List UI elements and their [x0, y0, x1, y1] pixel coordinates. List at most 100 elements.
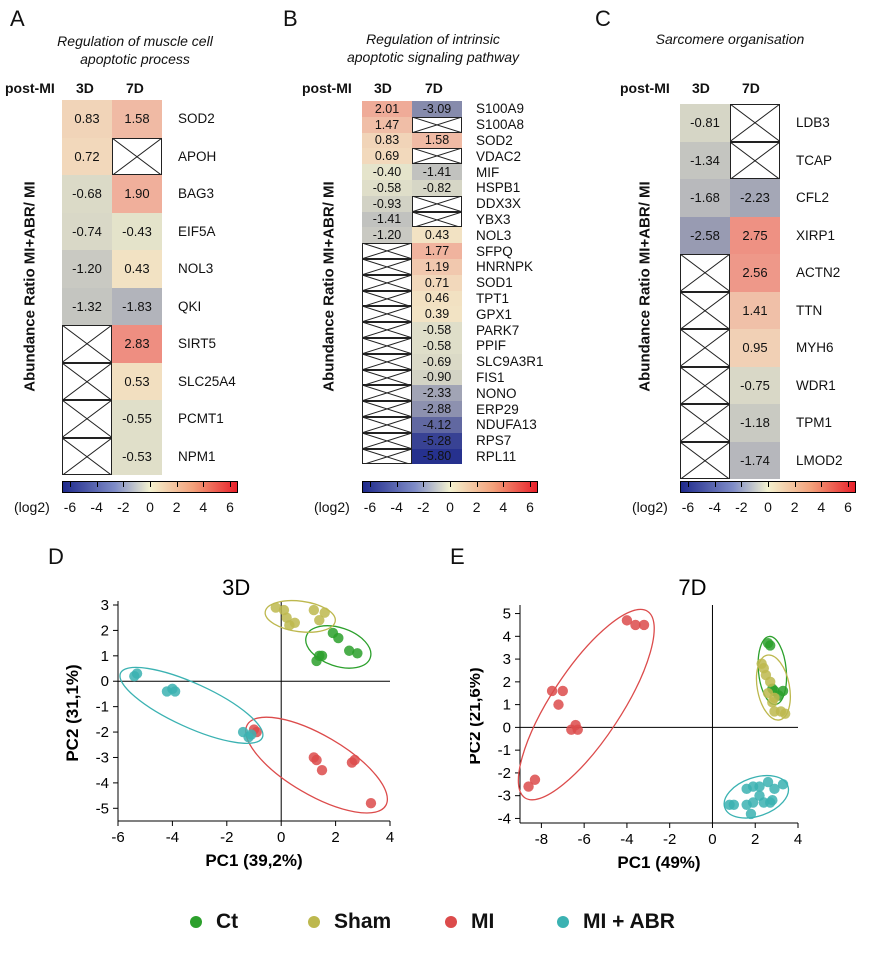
- empty-cell: [680, 254, 730, 292]
- gene-label: SOD2: [178, 111, 215, 127]
- colorbar-unit: (log2): [632, 499, 668, 515]
- colorbar-tick-label: -4: [390, 499, 403, 515]
- empty-cell: [362, 369, 412, 386]
- cross-mark: [362, 259, 412, 275]
- panel-letter-b: B: [283, 6, 298, 31]
- colorbar-tick: [370, 481, 371, 487]
- cross-mark: [412, 211, 462, 228]
- legend-label: MI + ABR: [583, 910, 675, 933]
- gene-label: S100A9: [476, 101, 525, 117]
- gene-label: DDX3X: [476, 196, 522, 212]
- gene-label: EIF5A: [178, 223, 216, 239]
- heatmap-cell: 0.72: [62, 137, 112, 175]
- colorbar-tick: [741, 481, 743, 487]
- heatmap-cell: -1.41: [412, 164, 462, 180]
- y-tick-label: 2: [101, 622, 109, 639]
- legend-marker: [445, 916, 457, 928]
- group-ellipse: [517, 608, 655, 801]
- empty-cell: [362, 353, 412, 370]
- colorbar-tick: [230, 481, 231, 487]
- empty-cell: [412, 116, 462, 133]
- heatmap-cell: 1.58: [112, 100, 162, 138]
- colorbar-tick-label: -6: [681, 499, 695, 515]
- cross-mark: [730, 141, 780, 179]
- panel-b-ylabel: Abundance Ratio MI+ABR/ MI: [320, 181, 338, 392]
- cross-mark: [362, 369, 412, 386]
- data-point: [346, 757, 358, 768]
- gene-label: WDR1: [796, 377, 836, 393]
- empty-cell: [62, 437, 112, 475]
- heatmap-cell: 0.95: [730, 329, 780, 367]
- colorbar-tick-label: 4: [199, 499, 208, 515]
- cross-mark: [680, 366, 730, 404]
- colorbar-tick: [150, 481, 151, 487]
- data-point: [762, 776, 774, 788]
- colorbar-tick-label: -2: [117, 499, 130, 515]
- x-tick-label: -8: [535, 831, 548, 848]
- data-point: [765, 640, 776, 651]
- panel-c-ylabel: Abundance Ratio MI+ABR/ MI: [636, 181, 654, 392]
- heatmap-cell: -1.83: [112, 287, 162, 325]
- colorbar-tick: [821, 481, 823, 487]
- data-point: [311, 754, 322, 766]
- heatmap-cell: 0.39: [412, 306, 462, 323]
- y-tick-label: -5: [96, 800, 109, 817]
- data-point: [131, 668, 143, 679]
- gene-label: VDAC2: [476, 148, 522, 164]
- empty-cell: [730, 141, 780, 179]
- y-tick-label: -3: [498, 788, 511, 805]
- gene-label: FIS1: [476, 369, 505, 385]
- gene-label: GPX1: [476, 306, 513, 322]
- heatmap-cell: -0.82: [412, 180, 462, 196]
- heatmap-cell: -0.58: [362, 180, 412, 196]
- heatmap-cell: -2.23: [730, 179, 780, 217]
- gene-label: ACTN2: [796, 265, 841, 281]
- colorbar-tick: [203, 481, 205, 487]
- colorbar-tick: [714, 481, 716, 487]
- panel-c-col-7d: 7D: [742, 80, 760, 96]
- legend-label: Ct: [216, 910, 239, 933]
- empty-cell: [362, 322, 412, 338]
- panel-a-ylabel: Abundance Ratio MI+ABR/ MI: [21, 181, 39, 392]
- colorbar-tick-label: 2: [790, 499, 799, 515]
- heatmap-cell: -2.58: [680, 216, 730, 254]
- data-point: [365, 798, 377, 809]
- data-point: [344, 645, 355, 656]
- gene-label: MIF: [476, 164, 500, 180]
- y-axis-label: PC2 (31,1%): [63, 664, 82, 761]
- gene-label: PPIF: [476, 338, 507, 354]
- heatmap-cell: -4.12: [412, 417, 462, 433]
- gene-label: S100A8: [476, 117, 525, 133]
- legend-item: MI: [445, 910, 494, 934]
- y-tick-label: 0: [503, 719, 511, 736]
- gene-label: LMOD2: [796, 452, 843, 468]
- panel-b-title-line: apoptotic signaling pathway: [346, 49, 519, 65]
- heatmap-cell: 0.46: [412, 290, 462, 307]
- heatmap-cell: -0.58: [412, 322, 462, 338]
- data-point: [316, 650, 328, 662]
- colorbar-tick-label: -6: [63, 499, 77, 515]
- data-point: [167, 683, 178, 695]
- y-tick-label: 5: [503, 606, 511, 623]
- cross-mark: [412, 195, 462, 212]
- data-point: [243, 731, 254, 743]
- cross-mark: [62, 437, 112, 475]
- group-ellipse: [245, 716, 389, 814]
- group-ellipse: [264, 599, 336, 633]
- heatmap-cell: -0.40: [362, 164, 412, 180]
- data-point: [777, 685, 789, 697]
- pca-plot-3d: 3D -6 -4 -2 0 2 4 3 2 1 0 -1 -2 -3 -4 -5 PC1 (39,2%) PC2 …: [63, 575, 394, 870]
- gene-label: TTN: [796, 302, 823, 318]
- panel-c-post-mi-label: post-MI: [620, 80, 670, 96]
- y-tick-label: -2: [96, 724, 109, 741]
- data-point: [572, 724, 583, 735]
- gene-label: XIRP1: [796, 227, 836, 243]
- colorbar-tick-label: 0: [446, 499, 454, 515]
- data-point: [638, 619, 650, 631]
- heatmap-cell: -0.90: [412, 369, 462, 386]
- empty-cell: [62, 400, 112, 438]
- data-point: [767, 795, 778, 806]
- data-point: [333, 632, 344, 644]
- data-point: [747, 797, 759, 808]
- colorbar-tick: [768, 481, 769, 487]
